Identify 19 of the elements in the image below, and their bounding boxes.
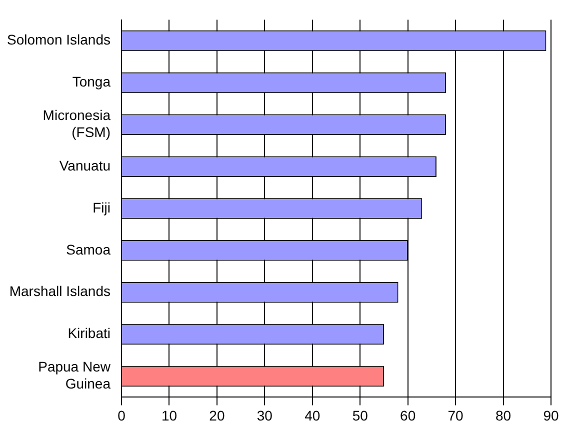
x-tick-label: 10 [161, 407, 178, 424]
x-tick-label: 60 [400, 407, 416, 424]
x-tick-label: 90 [543, 407, 559, 424]
y-tick-label: Papua New Guinea [38, 358, 112, 392]
x-tick-label: 30 [256, 407, 273, 424]
x-tick-label: 80 [495, 407, 512, 424]
y-tick-label: Vanuatu [59, 157, 111, 174]
x-tick-label: 40 [304, 407, 320, 424]
x-tick-label: 20 [209, 407, 225, 424]
y-tick-label: Solomon Islands [6, 32, 111, 48]
y-tick-label: Micronesia (FSM) [42, 107, 111, 140]
y-tick-label: Samoa [66, 241, 111, 258]
y-tick-label: Fiji [92, 199, 111, 216]
x-tick-label: 70 [448, 407, 464, 424]
x-tick-label: 50 [352, 407, 368, 424]
y-tick-label: Marshall Islands [9, 283, 111, 300]
y-tick-label: Tonga [72, 74, 111, 90]
y-tick-label: Kiribati [68, 325, 111, 342]
x-tick-label: 0 [118, 407, 126, 424]
